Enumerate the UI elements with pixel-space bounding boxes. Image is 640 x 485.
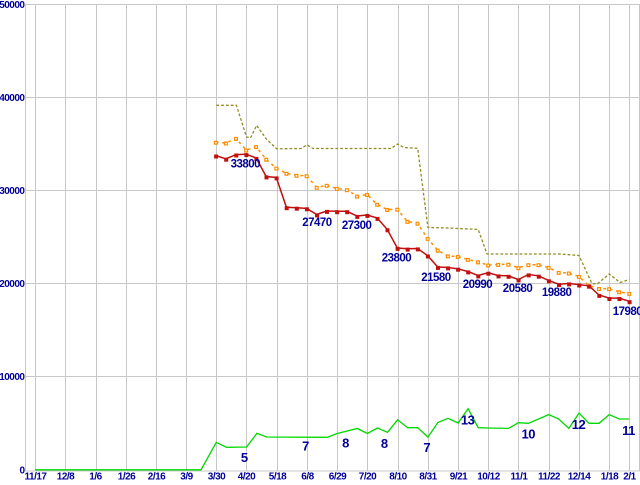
svg-text:6/29: 6/29 xyxy=(329,472,347,481)
svg-text:6/8: 6/8 xyxy=(301,472,314,481)
svg-text:3/9: 3/9 xyxy=(180,472,193,481)
svg-text:12/8: 12/8 xyxy=(57,472,75,481)
svg-text:7: 7 xyxy=(423,440,430,455)
svg-text:23800: 23800 xyxy=(382,252,412,264)
svg-text:17980: 17980 xyxy=(613,306,640,318)
svg-text:20000: 20000 xyxy=(0,279,25,290)
svg-text:10/12: 10/12 xyxy=(477,472,500,481)
svg-text:5/18: 5/18 xyxy=(269,472,287,481)
svg-text:7/20: 7/20 xyxy=(359,472,377,481)
svg-text:0: 0 xyxy=(19,466,25,477)
svg-text:11/1: 11/1 xyxy=(511,472,529,481)
svg-text:7: 7 xyxy=(302,439,309,454)
svg-text:1/18: 1/18 xyxy=(601,472,619,481)
svg-text:30000: 30000 xyxy=(0,186,25,197)
svg-text:9/21: 9/21 xyxy=(450,472,468,481)
svg-text:8: 8 xyxy=(342,436,349,451)
svg-text:2/16: 2/16 xyxy=(148,472,166,481)
svg-text:2/1: 2/1 xyxy=(623,472,636,481)
svg-text:20580: 20580 xyxy=(503,283,533,295)
svg-text:13: 13 xyxy=(461,412,475,427)
svg-text:21580: 21580 xyxy=(421,272,451,284)
svg-text:50000: 50000 xyxy=(0,0,25,11)
svg-text:8: 8 xyxy=(381,436,388,451)
svg-text:11/17: 11/17 xyxy=(25,472,48,481)
svg-text:1/6: 1/6 xyxy=(89,472,102,481)
svg-text:33800: 33800 xyxy=(231,159,261,171)
svg-text:8/10: 8/10 xyxy=(389,472,407,481)
svg-text:1/26: 1/26 xyxy=(118,472,136,481)
svg-text:27470: 27470 xyxy=(302,217,332,229)
svg-text:19880: 19880 xyxy=(542,287,572,299)
svg-text:10: 10 xyxy=(522,426,536,441)
svg-text:11: 11 xyxy=(622,423,635,438)
svg-text:12: 12 xyxy=(572,417,586,432)
svg-text:27300: 27300 xyxy=(342,220,372,232)
svg-text:5: 5 xyxy=(241,450,248,465)
svg-text:11/22: 11/22 xyxy=(538,472,561,481)
svg-text:3/30: 3/30 xyxy=(208,472,226,481)
svg-text:8/31: 8/31 xyxy=(419,472,437,481)
svg-text:12/14: 12/14 xyxy=(568,472,591,481)
svg-text:10000: 10000 xyxy=(0,372,25,383)
svg-text:20990: 20990 xyxy=(463,279,493,291)
svg-text:40000: 40000 xyxy=(0,93,25,104)
svg-text:4/20: 4/20 xyxy=(238,472,256,481)
